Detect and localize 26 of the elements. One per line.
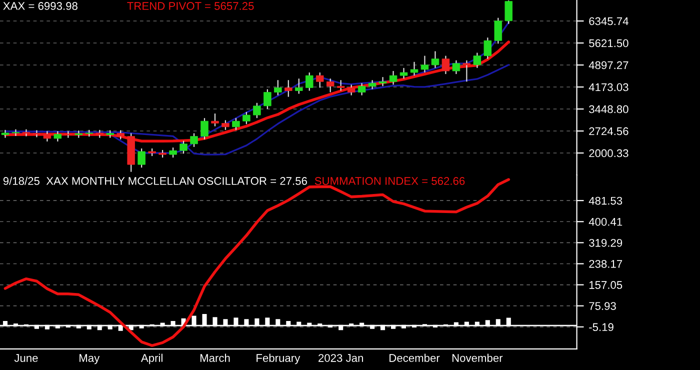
x-tick-label: April xyxy=(140,354,162,364)
y-tick-label: 400.41 xyxy=(588,218,622,226)
y-tick-label: 2000.33 xyxy=(589,149,628,158)
x-tick-label: 2023 Jan xyxy=(318,354,363,362)
annotation: 9/18/25 XAX MONTHLY MCCLELLAN OSCILLATOR = 27.56 xyxy=(3,176,307,185)
y-tick-label: 481.53 xyxy=(588,196,622,205)
y-tick-label: 157.05 xyxy=(589,281,622,289)
annotation: SUMMATION INDEX = 562.66 xyxy=(314,177,465,185)
y-tick-label: 75.93 xyxy=(589,302,616,310)
y-tick-label: 6345.74 xyxy=(589,17,628,26)
y-tick-label: -5.19 xyxy=(589,323,614,332)
y-tick-label: 2724.56 xyxy=(589,127,628,136)
annotation: XAX = 6993.98 xyxy=(3,2,78,10)
y-tick-label: 238.17 xyxy=(589,260,622,268)
annotation: TREND PIVOT = 5657.25 xyxy=(127,2,254,10)
x-tick-label: December xyxy=(390,354,440,362)
x-tick-label: June xyxy=(14,354,38,362)
y-tick-label: 4897.27 xyxy=(588,61,628,70)
x-tick-label: March xyxy=(200,354,230,362)
x-tick-label: May xyxy=(80,354,100,364)
x-tick-label: November xyxy=(452,354,503,362)
y-tick-label: 4173.03 xyxy=(588,83,628,92)
y-tick-label: 3448.80 xyxy=(589,105,628,114)
x-tick-label: February xyxy=(256,354,300,364)
y-tick-label: 319.29 xyxy=(589,238,622,247)
y-tick-label: 5621.50 xyxy=(589,39,628,48)
